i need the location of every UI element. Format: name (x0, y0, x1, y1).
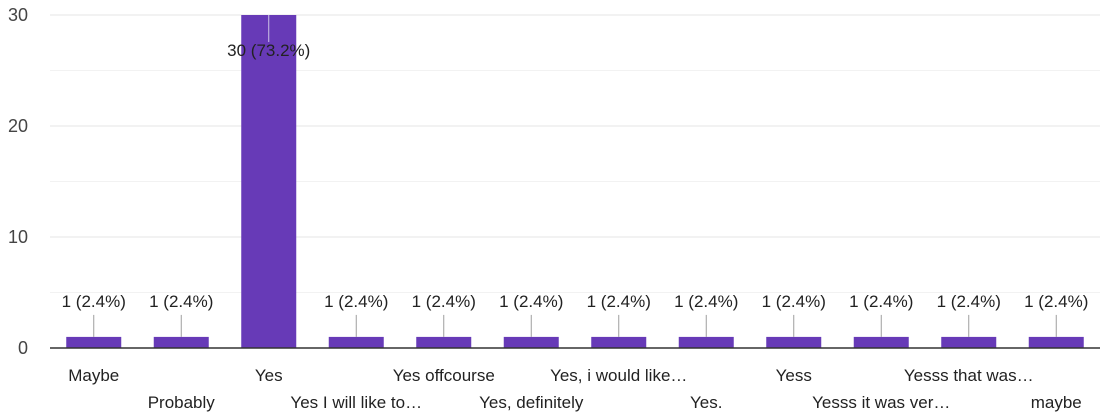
category-label: Yes, i would like… (550, 366, 687, 385)
data-label: 1 (2.4%) (587, 292, 651, 311)
data-label: 1 (2.4%) (937, 292, 1001, 311)
data-labels: 1 (2.4%) 1 (2.4%) 30 (73.2%) 1 (2.4%) 1 (2.4… (62, 15, 1088, 337)
x-axis-categories: Maybe Probably Yes Yes I will like to… Yes o… (68, 366, 1082, 412)
y-tick-label: 30 (8, 5, 28, 25)
data-label: 1 (2.4%) (62, 292, 126, 311)
bar (766, 336, 822, 348)
bar (941, 336, 997, 348)
y-axis-ticks: 0 10 20 30 (8, 5, 28, 358)
bar (503, 336, 559, 348)
bar (1028, 336, 1084, 348)
data-label: 1 (2.4%) (1024, 292, 1088, 311)
bar (678, 336, 734, 348)
data-label: 1 (2.4%) (324, 292, 388, 311)
data-label: 30 (73.2%) (227, 41, 310, 60)
bar (241, 15, 297, 348)
bar (853, 336, 909, 348)
bar (416, 336, 472, 348)
category-label: Yes I will like to… (290, 393, 422, 412)
bar (153, 336, 209, 348)
bars (66, 15, 1084, 348)
category-label: Yes. (690, 393, 722, 412)
bar (591, 336, 647, 348)
category-label: Yes (255, 366, 283, 385)
data-label: 1 (2.4%) (412, 292, 476, 311)
data-label: 1 (2.4%) (499, 292, 563, 311)
category-label: Maybe (68, 366, 119, 385)
y-tick-label: 0 (18, 338, 28, 358)
data-label: 1 (2.4%) (762, 292, 826, 311)
category-label: Yes, definitely (479, 393, 584, 412)
category-label: maybe (1031, 393, 1082, 412)
bar (66, 336, 122, 348)
data-label: 1 (2.4%) (149, 292, 213, 311)
category-label: Yesss that was… (904, 366, 1034, 385)
y-tick-label: 20 (8, 116, 28, 136)
data-label: 1 (2.4%) (674, 292, 738, 311)
category-label: Yesss it was ver… (812, 393, 950, 412)
category-label: Yess (776, 366, 812, 385)
bar (328, 336, 384, 348)
category-label: Yes offcourse (393, 366, 495, 385)
data-label: 1 (2.4%) (849, 292, 913, 311)
y-tick-label: 10 (8, 227, 28, 247)
category-label: Probably (148, 393, 216, 412)
grid-lines (50, 14, 1100, 293)
